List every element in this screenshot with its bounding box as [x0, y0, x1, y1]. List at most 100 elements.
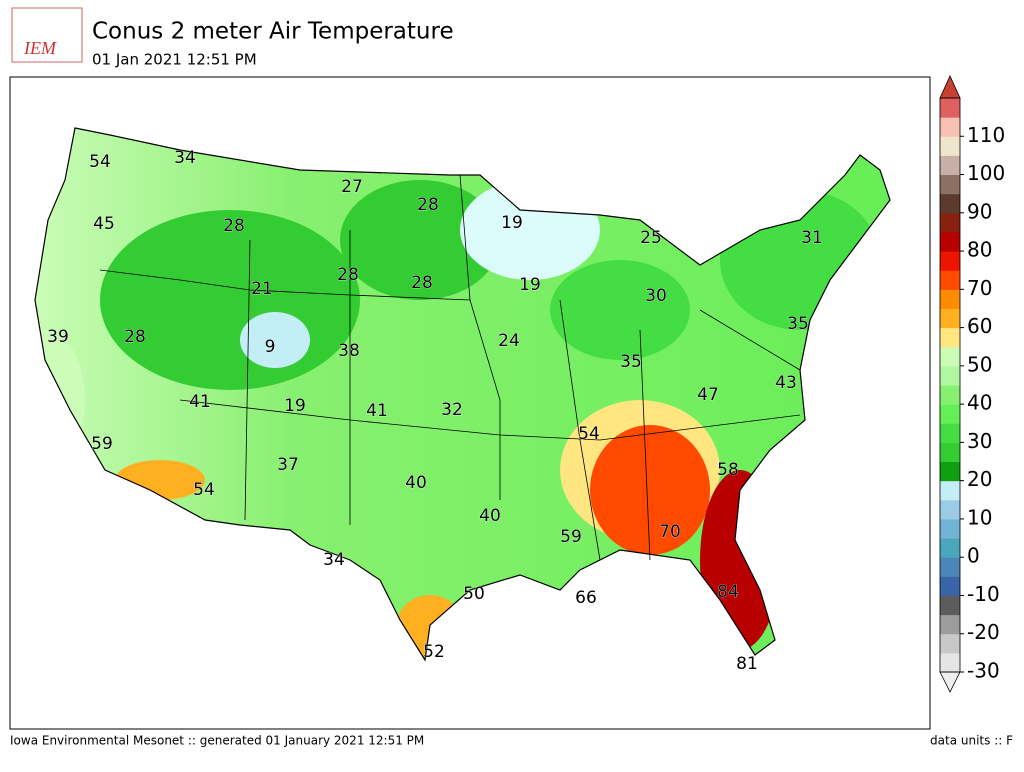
colorbar-band: [940, 614, 960, 635]
temp-label: 52: [423, 642, 445, 662]
colorbar-band: [940, 633, 960, 654]
colorbar-band: [940, 404, 960, 424]
colorbar-under: [939, 671, 961, 693]
colorbar-tick-label: 60: [967, 314, 992, 338]
logo: IEM: [11, 7, 83, 63]
colorbar-tick-label: 100: [967, 161, 1005, 185]
colorbar-band: [940, 652, 960, 673]
colorbar-band: [940, 461, 960, 482]
temp-label: 54: [89, 152, 111, 172]
colorbar-tick-label: 50: [967, 352, 992, 376]
temp-label: 41: [366, 401, 388, 421]
temp-label: 84: [717, 582, 739, 602]
colorbar-band: [940, 480, 960, 501]
temp-label: 59: [91, 434, 113, 454]
colorbar-band: [940, 270, 960, 290]
temp-label: 30: [645, 286, 667, 306]
temp-label: 41: [189, 392, 211, 412]
colorbar-tick-label: -20: [967, 620, 1000, 644]
temp-label: 81: [736, 654, 758, 674]
colorbar-tick-label: 110: [967, 123, 1005, 147]
temp-label: 70: [659, 522, 681, 542]
colorbar-tick-label: 80: [967, 238, 992, 262]
colorbar-tick-label: 40: [967, 391, 992, 415]
colorbar-tick-label: 30: [967, 429, 992, 453]
temp-label: 24: [498, 331, 520, 351]
colorbar-band: [940, 423, 960, 443]
colorbar-band: [940, 499, 960, 520]
logo-text: IEM: [23, 38, 57, 58]
temp-label: 28: [337, 265, 359, 285]
temp-label: 35: [620, 352, 642, 372]
temp-label: 28: [223, 216, 245, 236]
colorbar-band: [940, 538, 960, 558]
temp-label: 28: [124, 327, 146, 347]
colorbar-tick-label: -10: [967, 582, 1000, 606]
temp-label: 38: [338, 341, 360, 361]
temp-label: 47: [697, 385, 719, 405]
footer-right: data units :: F: [930, 734, 1013, 748]
temp-label: 21: [251, 279, 273, 299]
colorbar-tick-label: 70: [967, 276, 992, 300]
colorbar-band: [940, 155, 960, 176]
temp-label: 28: [417, 195, 439, 215]
title: Conus 2 meter Air Temperature: [92, 19, 454, 45]
colorbar-band: [940, 576, 960, 596]
colorbar-tick-label: 90: [967, 199, 992, 223]
colorbar-band: [940, 231, 960, 252]
temp-label: 28: [411, 273, 433, 293]
colorbar-band: [940, 174, 960, 195]
colorbar-band: [940, 289, 960, 309]
colorbar-band: [940, 212, 960, 233]
temp-label: 58: [717, 460, 739, 480]
footer-left: Iowa Environmental Mesonet :: generated …: [10, 734, 424, 748]
colorbar-band: [940, 442, 960, 463]
temp-label: 40: [405, 473, 427, 493]
temp-label: 25: [640, 228, 662, 248]
temp-label: 35: [787, 314, 809, 334]
temp-label: 40: [479, 506, 501, 526]
colorbar-band: [940, 557, 960, 577]
colorbar-band: [940, 595, 960, 616]
temp-label: 45: [93, 214, 115, 234]
temp-label: 43: [775, 373, 797, 393]
colorbar-band: [940, 117, 960, 137]
colorbar-tick-label: -30: [967, 659, 1000, 683]
temp-label: 34: [174, 148, 196, 168]
colorbar-tick-label: 0: [967, 544, 980, 568]
colorbar-band: [940, 193, 960, 214]
colorbar-band: [940, 385, 960, 405]
temp-label: 19: [519, 275, 541, 295]
colorbar-tick-label: 20: [967, 467, 992, 491]
temp-label: 9: [265, 337, 276, 357]
temp-label: 19: [284, 396, 306, 416]
us-outline: [34, 127, 891, 662]
colorbar-frame: [939, 97, 961, 673]
temp-label: 50: [463, 584, 485, 604]
temp-label: 54: [193, 480, 215, 500]
colorbar-over: [939, 75, 961, 99]
temp-label: 31: [801, 228, 823, 248]
colorbar-band: [940, 308, 960, 329]
colorbar-band: [940, 251, 960, 271]
colorbar-band: [940, 327, 960, 348]
colorbar-band: [940, 346, 960, 367]
colorbar-band: [940, 365, 960, 386]
temp-label: 27: [341, 177, 363, 197]
subtitle: 01 Jan 2021 12:51 PM: [92, 51, 257, 69]
temp-label: 66: [575, 588, 597, 608]
temp-label: 34: [323, 550, 345, 570]
temp-label: 39: [47, 327, 69, 347]
colorbar-band: [940, 136, 960, 156]
temp-label: 54: [578, 424, 600, 444]
colorbar-band: [940, 518, 960, 539]
colorbar-band: [940, 98, 960, 118]
temp-label: 19: [501, 213, 523, 233]
temp-label: 32: [441, 400, 463, 420]
temp-label: 59: [560, 527, 582, 547]
state-lines: [99, 174, 801, 561]
colorbar-tick-label: 10: [967, 505, 992, 529]
temp-label: 37: [277, 455, 299, 475]
map-fill: [35, 128, 890, 660]
